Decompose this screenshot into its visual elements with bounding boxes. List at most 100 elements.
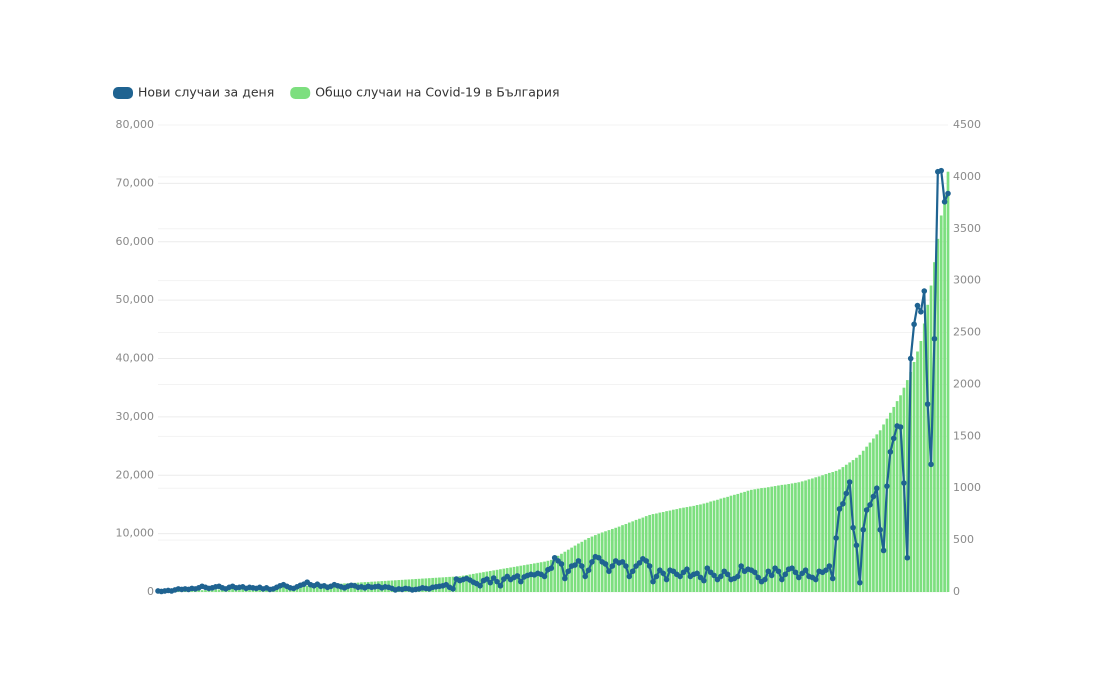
point <box>589 559 595 565</box>
bar <box>214 590 217 592</box>
bar <box>201 590 204 592</box>
point <box>626 574 632 580</box>
legend-label: Общо случаи на Covid-19 в България <box>315 85 559 100</box>
point <box>576 558 582 564</box>
y-tick-label: 80,000 <box>116 118 155 131</box>
point <box>769 573 775 579</box>
bar <box>838 469 841 592</box>
point <box>559 561 565 567</box>
point <box>915 303 921 309</box>
point <box>738 563 744 569</box>
legend-swatch <box>113 87 133 99</box>
bar <box>675 509 678 592</box>
bar <box>923 323 926 592</box>
point <box>938 168 944 174</box>
point <box>874 485 880 491</box>
point <box>779 577 785 583</box>
bar <box>618 527 621 592</box>
point <box>871 494 877 500</box>
y-tick-label: 10,000 <box>116 527 155 540</box>
point <box>718 574 724 580</box>
point <box>515 573 521 579</box>
point <box>793 569 799 575</box>
point <box>647 563 653 569</box>
bar <box>913 362 916 592</box>
y2-tick-label: 4500 <box>953 118 981 131</box>
bar <box>709 502 712 592</box>
bar <box>696 505 699 592</box>
bar <box>658 513 661 592</box>
bar <box>845 465 848 592</box>
point <box>854 543 860 549</box>
bar <box>855 458 858 592</box>
bar <box>638 519 641 592</box>
point <box>660 571 666 577</box>
point <box>860 527 866 533</box>
y-tick-label: 0 <box>147 585 154 598</box>
bar <box>869 443 872 592</box>
y2-tick-label: 0 <box>953 585 960 598</box>
point <box>905 555 911 561</box>
point <box>684 566 690 572</box>
bar <box>936 239 939 592</box>
point <box>884 483 890 489</box>
point <box>518 579 524 585</box>
point <box>932 336 938 342</box>
point <box>606 568 612 574</box>
bar <box>743 492 746 592</box>
bar <box>825 474 828 592</box>
point <box>610 563 616 569</box>
point <box>762 577 768 583</box>
point <box>630 568 636 574</box>
point <box>925 401 931 407</box>
bar <box>882 424 885 592</box>
y-tick-label: 30,000 <box>116 410 155 423</box>
point <box>840 501 846 507</box>
bar <box>594 535 597 592</box>
point <box>877 527 883 533</box>
point <box>735 574 741 580</box>
point <box>725 572 731 578</box>
point <box>911 321 917 327</box>
point <box>898 424 904 430</box>
point <box>864 507 870 513</box>
point <box>643 558 649 564</box>
bar <box>306 586 309 592</box>
point <box>888 449 894 455</box>
bar <box>570 548 573 592</box>
y2-tick-label: 3500 <box>953 222 981 235</box>
bar <box>723 498 726 592</box>
y-tick-label: 60,000 <box>116 235 155 248</box>
point <box>542 574 548 580</box>
point <box>623 563 629 569</box>
bar <box>621 525 624 592</box>
point <box>918 309 924 315</box>
bar <box>943 195 946 592</box>
bar <box>916 351 919 592</box>
point <box>881 548 887 554</box>
point <box>928 462 934 468</box>
bar <box>533 563 536 592</box>
bar <box>645 516 648 592</box>
bar <box>631 521 634 592</box>
bar <box>635 520 638 592</box>
point <box>908 356 914 362</box>
point <box>945 191 951 197</box>
bar-series <box>160 172 949 592</box>
point <box>450 586 456 592</box>
point <box>701 578 707 584</box>
legend-swatch <box>290 87 310 99</box>
point <box>782 572 788 578</box>
point <box>565 568 571 574</box>
point <box>843 491 849 497</box>
bar <box>672 510 675 592</box>
point <box>586 567 592 573</box>
point <box>857 580 863 586</box>
bar <box>679 508 682 592</box>
point <box>833 535 839 541</box>
bar <box>692 506 695 592</box>
point <box>664 577 670 583</box>
y2-tick-label: 3000 <box>953 274 981 287</box>
bar <box>628 523 631 592</box>
